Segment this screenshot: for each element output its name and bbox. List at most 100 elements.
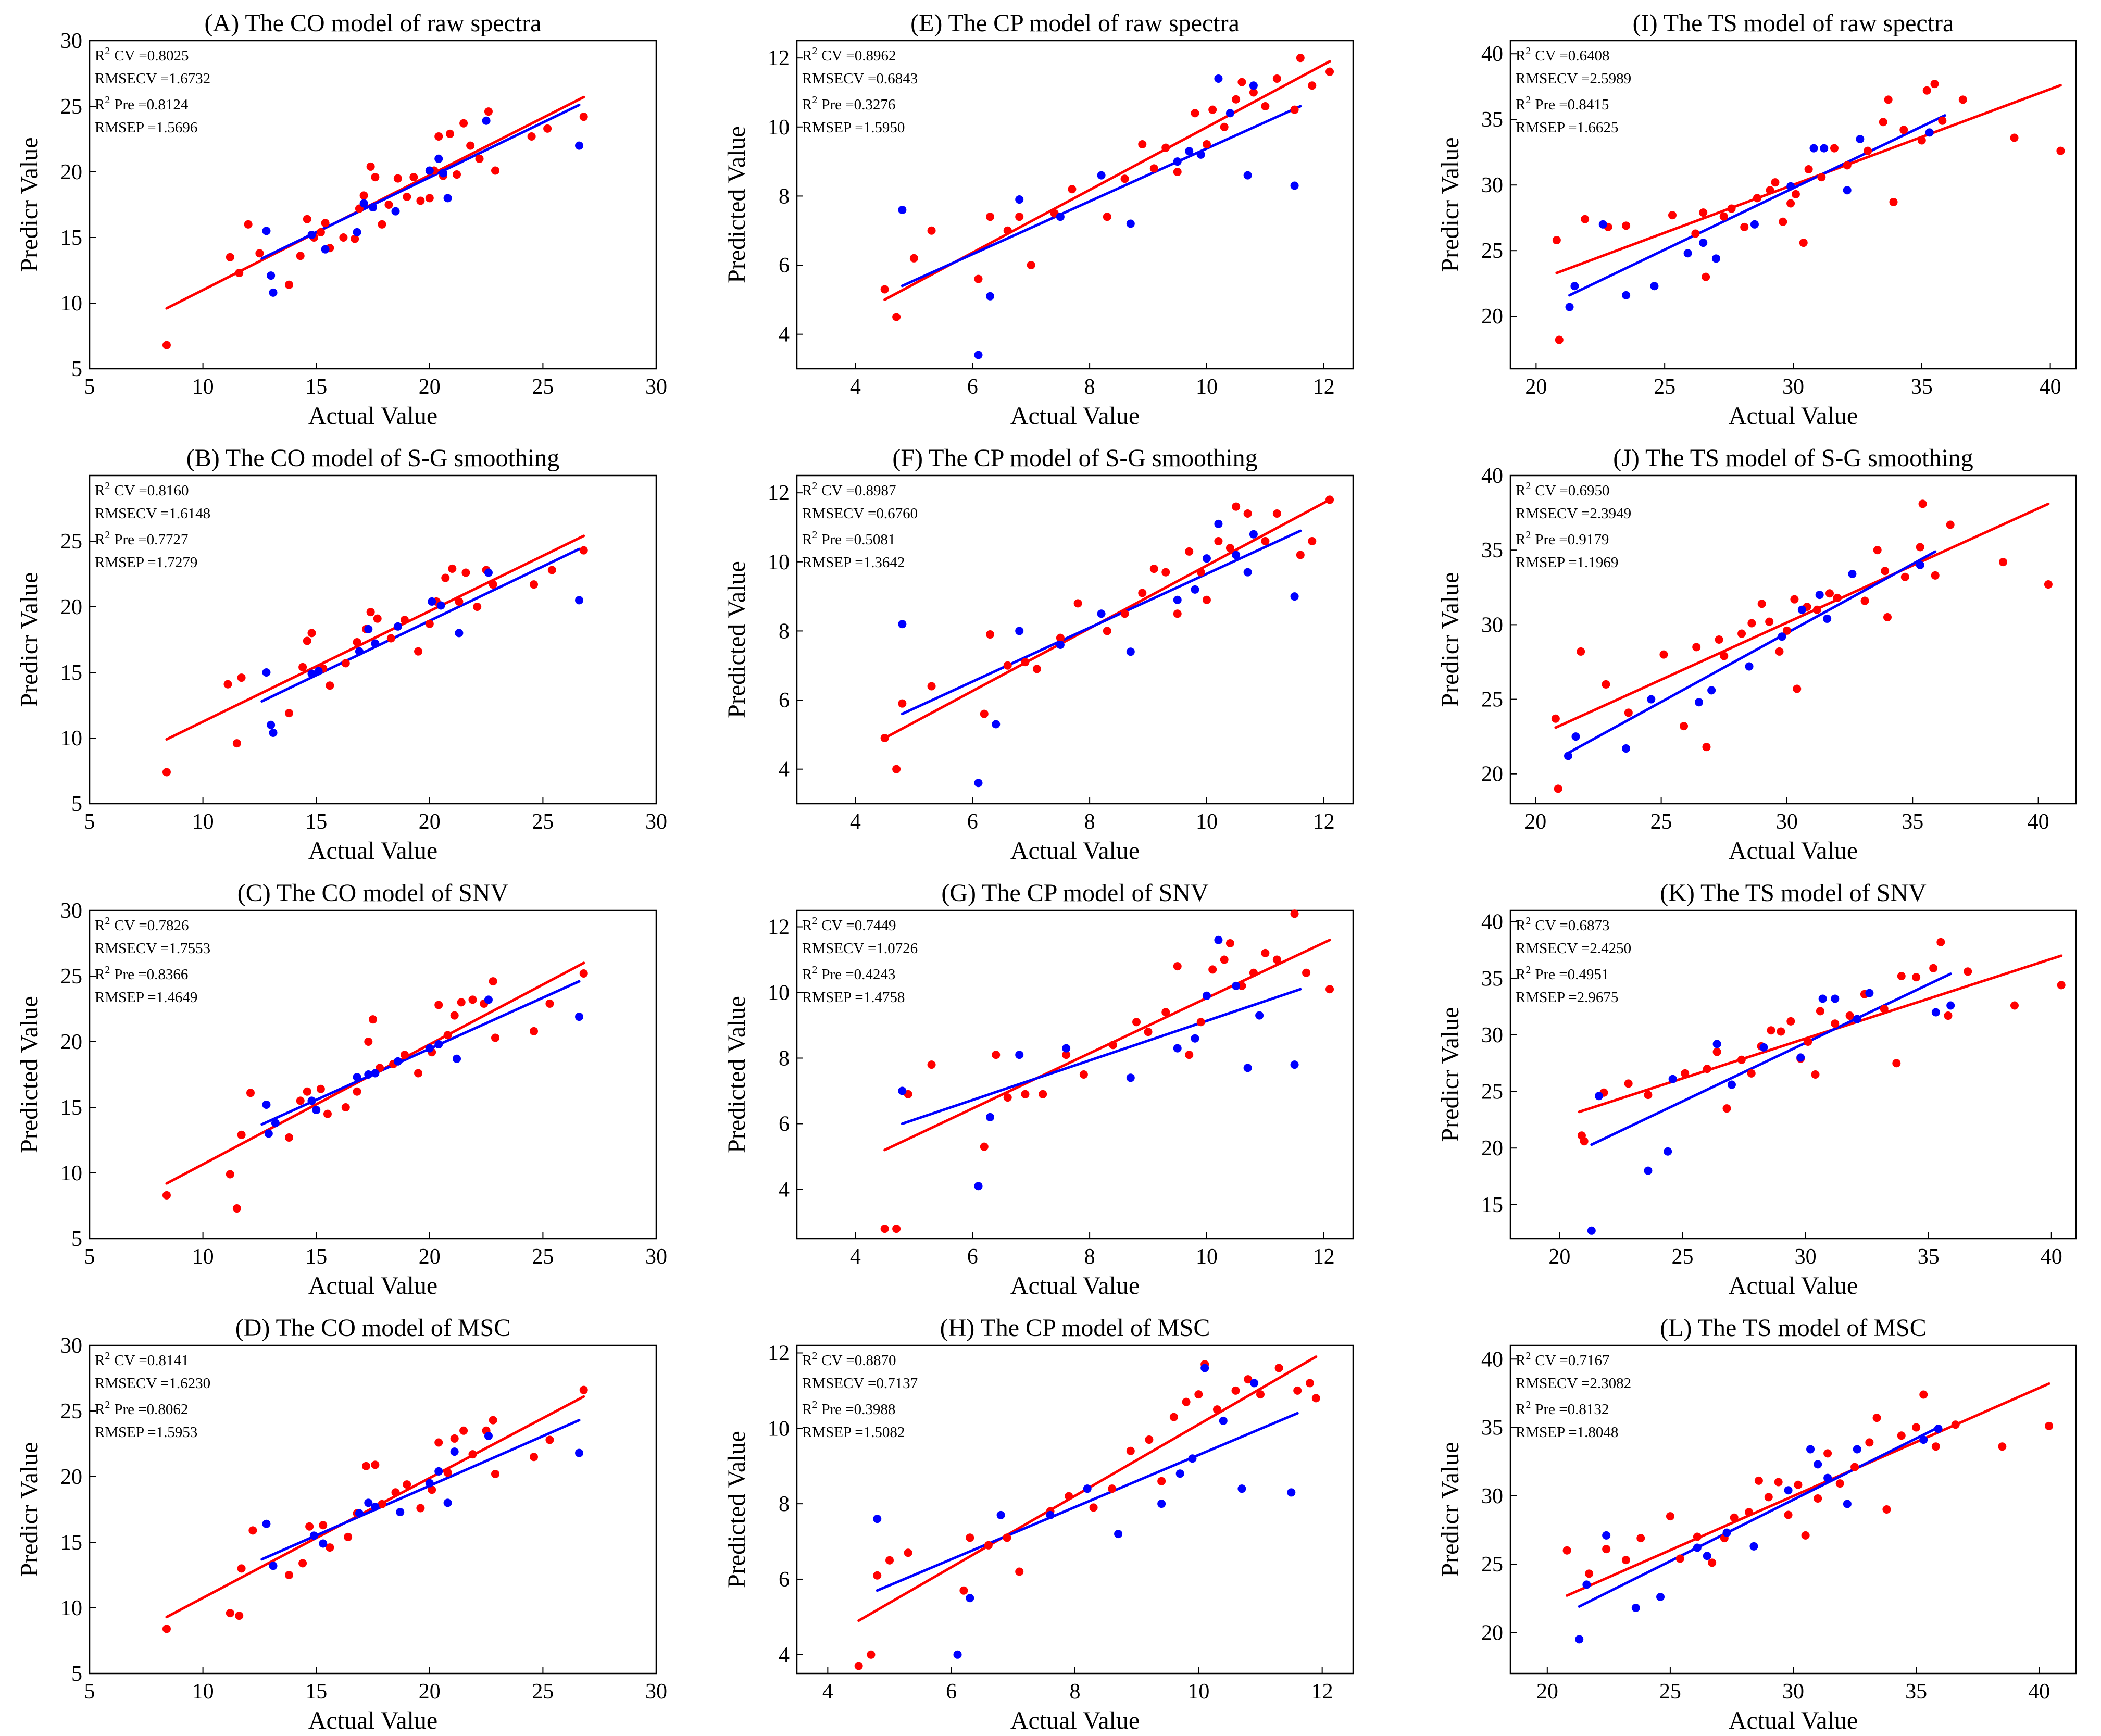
x-tick-label: 20	[419, 1680, 441, 1704]
x-tick-label: 12	[1313, 375, 1335, 399]
prediction-point	[1191, 585, 1199, 594]
calibration-point	[425, 619, 434, 628]
calibration-point	[326, 1543, 334, 1552]
prediction-point	[1647, 695, 1656, 704]
plot-frame	[1509, 909, 2077, 1240]
calibration-point	[904, 1548, 912, 1557]
calibration-point	[1554, 784, 1562, 793]
prediction-point	[1290, 592, 1299, 601]
prediction-point	[371, 1502, 380, 1511]
calibration-point	[468, 1450, 477, 1459]
calibration-point	[491, 1469, 500, 1478]
calibration-point	[2056, 146, 2065, 155]
x-tick-label: 30	[1776, 810, 1798, 834]
calibration-point	[255, 249, 264, 258]
calibration-point	[1325, 495, 1334, 504]
calibration-point	[1999, 558, 2008, 567]
prediction-fit-line	[901, 529, 1302, 716]
calibration-point	[235, 1612, 244, 1620]
calibration-point	[1899, 126, 1908, 134]
prediction-point	[455, 629, 464, 638]
chart-title: (I) The TS model of raw spectra	[1633, 9, 1954, 37]
calibration-point	[1946, 520, 1955, 529]
prediction-point	[1243, 1064, 1252, 1072]
stat-value: CV =0.8141	[114, 1352, 189, 1369]
calibration-point	[1032, 665, 1041, 673]
stat-value: Pre =0.9179	[1535, 531, 1609, 548]
calibration-point	[885, 1556, 894, 1565]
y-tick-label: 25	[1481, 1080, 1503, 1104]
stat-r2cv: R2 CV =0.7826	[95, 915, 189, 934]
y-tick-label: 12	[768, 1341, 790, 1365]
prediction-point	[1786, 182, 1795, 191]
x-tick-label: 30	[645, 810, 667, 834]
calibration-point	[1814, 1494, 1822, 1503]
x-tick-label: 35	[1918, 1245, 1940, 1269]
calibration-point	[414, 1069, 423, 1078]
calibration-point	[2010, 1001, 2019, 1010]
prediction-point	[1232, 981, 1241, 990]
x-tick-label: 15	[305, 375, 327, 399]
calibration-point	[371, 1460, 380, 1469]
stat-value: RMSECV =0.6843	[802, 70, 918, 87]
calibration-point	[441, 573, 450, 582]
calibration-point	[1747, 1069, 1756, 1078]
prediction-point	[391, 207, 400, 216]
x-tick-label: 20	[1524, 810, 1546, 834]
calibration-point	[1745, 1508, 1754, 1517]
stat-r2cv: R2 CV =0.6873	[1516, 915, 1609, 934]
calibration-point	[529, 580, 538, 589]
calibration-point	[1951, 1420, 1960, 1429]
calibration-point	[545, 999, 554, 1008]
calibration-point	[1079, 1070, 1088, 1079]
calibration-point	[303, 215, 311, 223]
x-axis-label: Actual Value	[308, 402, 437, 430]
x-tick-label: 6	[967, 810, 978, 834]
calibration-point	[1249, 88, 1258, 97]
calibration-point	[2044, 580, 2053, 589]
calibration-point	[1702, 272, 1710, 281]
y-tick-label: 10	[60, 1596, 82, 1620]
prediction-point	[1214, 519, 1223, 528]
y-tick-label: 5	[71, 792, 82, 816]
calibration-point	[927, 226, 936, 235]
prediction-point	[434, 1040, 443, 1049]
prediction-point	[353, 228, 361, 236]
prediction-point	[575, 1448, 584, 1457]
stat-r2cv: R2 CV =0.8160	[95, 480, 189, 499]
chart-svg: (L) The TS model of MSC 20 25 30 35 40 20 25 30 3…	[1436, 1314, 2077, 1734]
prediction-point	[309, 1531, 318, 1540]
x-tick-label: 35	[1911, 375, 1933, 399]
y-tick-label: 20	[60, 160, 82, 184]
calibration-point	[880, 285, 889, 294]
calibration-point	[1132, 1018, 1141, 1027]
calibration-point	[232, 1204, 241, 1213]
calibration-point	[992, 1051, 1001, 1059]
calibration-point	[1003, 1093, 1012, 1102]
calibration-point	[1872, 1414, 1881, 1422]
prediction-point	[307, 1096, 316, 1105]
calibration-point	[298, 1559, 307, 1568]
stat-rmsep: RMSEP =1.5696	[95, 119, 197, 136]
r-squared-symbol: R	[1516, 1352, 1526, 1369]
prediction-fit-line	[260, 547, 581, 703]
calibration-point	[1708, 1558, 1717, 1567]
calibration-point	[226, 1170, 234, 1179]
y-tick-label: 30	[1481, 173, 1503, 197]
calibration-point	[1782, 626, 1791, 635]
prediction-point	[1644, 1166, 1653, 1175]
calibration-point	[416, 196, 425, 205]
calibration-point	[1879, 118, 1887, 127]
calibration-point	[1766, 186, 1774, 195]
prediction-point	[1097, 171, 1106, 180]
calibration-point	[1302, 968, 1311, 977]
calibration-point	[371, 173, 380, 182]
calibration-point	[1552, 236, 1561, 245]
calibration-point	[1816, 1007, 1824, 1016]
calibration-point	[1169, 1413, 1178, 1421]
prediction-point	[985, 292, 994, 301]
superscript-2: 2	[105, 964, 110, 976]
x-tick-label: 5	[84, 1245, 95, 1269]
x-tick-label: 30	[645, 375, 667, 399]
